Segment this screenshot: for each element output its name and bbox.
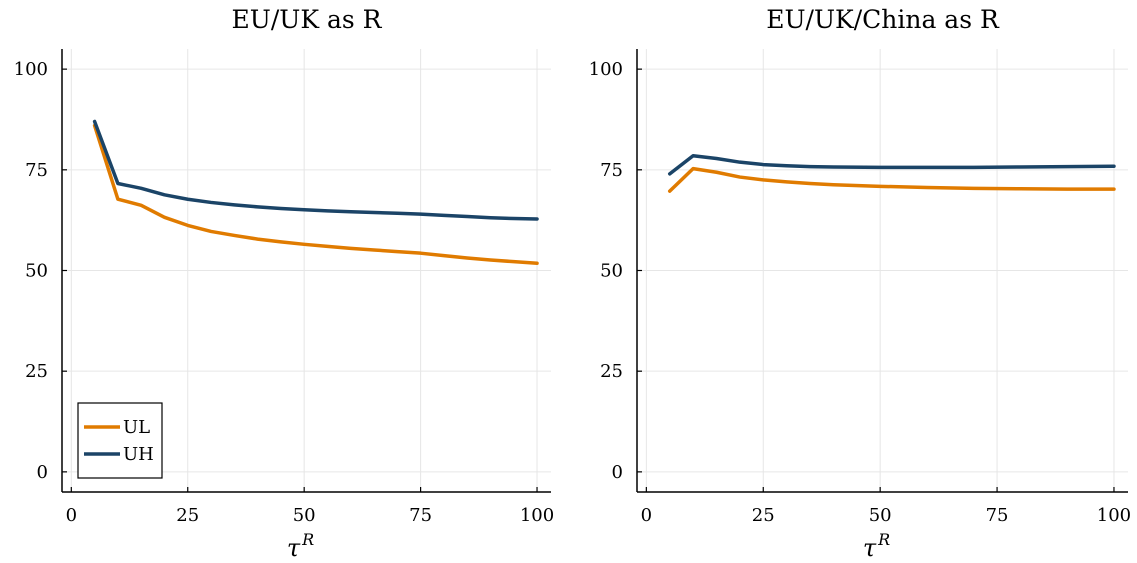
left-chart-panel: 0 25 50 75 100 0 25 50 75 100 EU/UK as R τ R UL UH	[14, 5, 555, 562]
left-chart-title: EU/UK as R	[232, 5, 383, 34]
left-y-tick-label: 75	[25, 160, 48, 181]
right-y-tick-label: 0	[612, 462, 623, 483]
left-x-tick-label: 0	[66, 505, 77, 526]
left-series-line-ul	[92, 123, 539, 265]
right-chart-title: EU/UK/China as R	[766, 5, 1000, 34]
right-x-tick-label: 75	[986, 505, 1009, 526]
right-x-tick-label: 50	[869, 505, 892, 526]
left-x-tick-label: 75	[409, 505, 432, 526]
left-x-tick-label: 25	[176, 505, 199, 526]
right-series-line-uh	[667, 153, 1116, 176]
right-y-tick-label: 75	[600, 160, 623, 181]
legend-box	[77, 402, 163, 479]
right-y-tick-label: 25	[600, 361, 623, 382]
right-y-tick-label: 50	[600, 261, 623, 282]
left-legend: UL UH	[77, 402, 163, 479]
right-series-line-ul	[667, 166, 1116, 193]
left-x-tick-label: 100	[520, 505, 554, 526]
right-x-tick-label: 100	[1097, 505, 1131, 526]
right-x-tick-label: 0	[641, 505, 652, 526]
legend-label-uh: UH	[123, 444, 154, 465]
left-y-tick-label: 25	[25, 361, 48, 382]
right-x-tick-label: 25	[752, 505, 775, 526]
legend-label-ul: UL	[123, 417, 150, 438]
right-y-tick-label: 100	[589, 59, 623, 80]
right-chart-panel: 0 25 50 75 100 0 25 50 75 100 EU/UK/China as R τ R	[589, 5, 1132, 562]
left-y-tick-label: 50	[25, 261, 48, 282]
left-y-tick-label: 100	[14, 59, 48, 80]
left-series-line-uh	[92, 119, 539, 221]
left-y-tick-label: 0	[37, 462, 48, 483]
left-x-tick-label: 50	[293, 505, 316, 526]
